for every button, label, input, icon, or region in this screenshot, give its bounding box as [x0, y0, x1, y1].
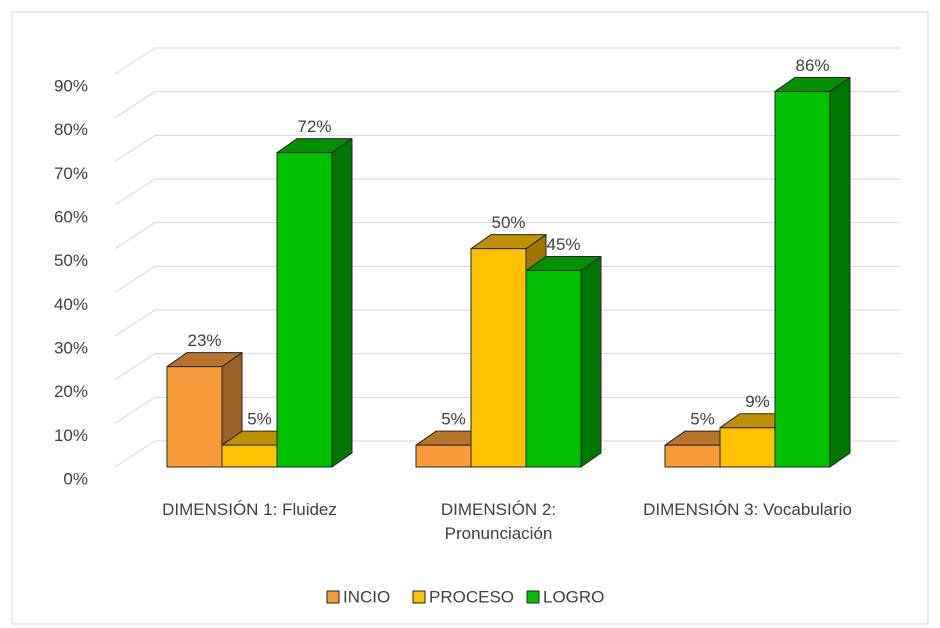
value-label: 5%	[441, 410, 466, 429]
value-label: 5%	[690, 410, 715, 429]
y-tick-label: 10%	[54, 426, 88, 445]
legend-swatch	[526, 590, 540, 604]
x-tick-label: DIMENSIÓN 2: Pronunciación	[440, 500, 557, 543]
grid-line	[114, 47, 900, 75]
bar-front	[276, 152, 333, 468]
grid-line	[114, 396, 900, 424]
grid-line	[114, 178, 900, 206]
bar-front	[525, 270, 582, 468]
grid-line	[114, 309, 900, 337]
grid-line	[114, 91, 900, 119]
value-label: 45%	[546, 235, 580, 254]
y-tick-label: 30%	[54, 338, 88, 357]
bar-front	[470, 248, 527, 468]
value-label: 23%	[187, 331, 221, 350]
y-tick-label: 60%	[54, 207, 88, 226]
value-label: 9%	[745, 392, 770, 411]
x-tick-label: DIMENSIÓN 1: Fluidez	[162, 500, 337, 519]
bar	[276, 138, 353, 468]
bar-side	[580, 256, 602, 468]
legend-label: INCIO	[343, 587, 390, 606]
grid-line	[114, 222, 900, 250]
value-label: 5%	[247, 410, 272, 429]
legend-label: PROCESO	[429, 587, 514, 606]
grid-line	[114, 265, 900, 293]
value-label: 50%	[491, 213, 525, 232]
bar-side	[829, 76, 851, 468]
value-label: 72%	[297, 117, 331, 136]
y-tick-label: 20%	[54, 382, 88, 401]
value-label: 86%	[795, 56, 829, 75]
y-tick-label: 90%	[54, 76, 88, 95]
bar-front	[774, 90, 831, 468]
bar-front	[415, 444, 472, 468]
y-tick-label: 0%	[63, 469, 88, 488]
bar	[525, 256, 602, 468]
x-tick-label: DIMENSIÓN 3: Vocabulario	[643, 500, 852, 519]
y-tick-label: 50%	[54, 251, 88, 270]
bar-side	[331, 138, 353, 468]
grid-line	[114, 134, 900, 162]
grid-line	[114, 353, 900, 381]
y-tick-label: 70%	[54, 164, 88, 183]
bar-front	[664, 444, 721, 468]
bar-front	[166, 366, 223, 468]
bar	[774, 76, 851, 468]
legend-swatch	[412, 590, 426, 604]
legend-swatch	[326, 590, 340, 604]
legend-label: LOGRO	[543, 587, 604, 606]
grid-line	[114, 440, 900, 468]
y-tick-label: 40%	[54, 295, 88, 314]
bar-front	[719, 427, 776, 468]
y-tick-label: 80%	[54, 120, 88, 139]
bar-front	[221, 444, 278, 468]
